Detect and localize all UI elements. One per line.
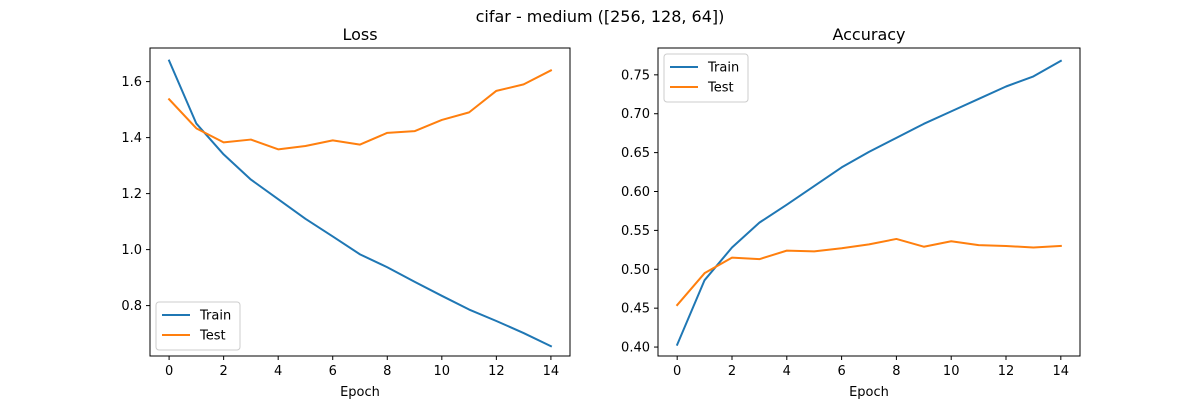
loss-legend: Train Test (155, 301, 241, 351)
accuracy-ytick-label: 0.45 (621, 302, 650, 317)
loss-xtick-label: 0 (165, 364, 173, 379)
accuracy-xtick-label: 14 (1053, 364, 1070, 379)
accuracy-xtick-label: 2 (728, 364, 736, 379)
accuracy-ytick-label: 0.70 (621, 107, 650, 122)
loss-xtick-label: 10 (434, 364, 451, 379)
loss-legend-label-test: Test (199, 329, 226, 344)
accuracy-line-train (675, 59, 1063, 347)
accuracy-title: Accuracy (832, 25, 905, 44)
loss-ytick-label: 1.6 (121, 75, 142, 90)
loss-ytick-label: 1.4 (121, 131, 142, 146)
loss-ytick-label: 0.8 (121, 299, 142, 314)
loss-xtick-label: 2 (219, 364, 227, 379)
loss-xtick-label: 14 (543, 364, 560, 379)
accuracy-xtick-label: 4 (783, 364, 791, 379)
accuracy-xlabel: Epoch (849, 385, 889, 400)
loss-title: Loss (342, 25, 377, 44)
accuracy-ytick-label: 0.60 (621, 185, 650, 200)
loss-chart: Loss 0 2 4 6 8 10 12 14 0.8 1.0 1.2 1.4 1.6 Epoch Train… (121, 25, 571, 400)
accuracy-line-test (675, 237, 1062, 307)
loss-ytick-label: 1.0 (121, 243, 142, 258)
accuracy-xtick-label: 8 (892, 364, 900, 379)
accuracy-legend-label-train: Train (707, 61, 739, 76)
accuracy-frame (657, 47, 1081, 357)
loss-xtick-label: 6 (329, 364, 337, 379)
accuracy-ytick-label: 0.50 (621, 263, 650, 278)
loss-xtick-label: 12 (488, 364, 505, 379)
loss-line-test (167, 69, 553, 151)
accuracy-xtick-label: 12 (998, 364, 1015, 379)
loss-xtick-label: 4 (274, 364, 282, 379)
loss-ytick-label: 1.2 (121, 187, 142, 202)
accuracy-xtick-label: 6 (837, 364, 845, 379)
accuracy-legend: Train Test (663, 53, 749, 103)
accuracy-chart: Accuracy 0 2 4 6 8 10 12 14 0.40 0.45 0.50 0.55 0.60 0… (621, 25, 1081, 400)
accuracy-ytick-label: 0.65 (621, 146, 650, 161)
loss-legend-label-train: Train (199, 309, 231, 324)
accuracy-ytick-label: 0.55 (621, 224, 650, 239)
accuracy-xtick-label: 10 (943, 364, 960, 379)
loss-frame (149, 47, 571, 357)
accuracy-ytick-label: 0.40 (621, 341, 650, 356)
accuracy-legend-label-test: Test (707, 81, 734, 96)
figure-suptitle: cifar - medium ([256, 128, 64]) (476, 7, 725, 26)
accuracy-ytick-label: 0.75 (621, 68, 650, 83)
loss-xlabel: Epoch (340, 385, 380, 400)
accuracy-xtick-label: 0 (673, 364, 681, 379)
loss-line-train (167, 59, 553, 348)
loss-xtick-label: 8 (383, 364, 391, 379)
